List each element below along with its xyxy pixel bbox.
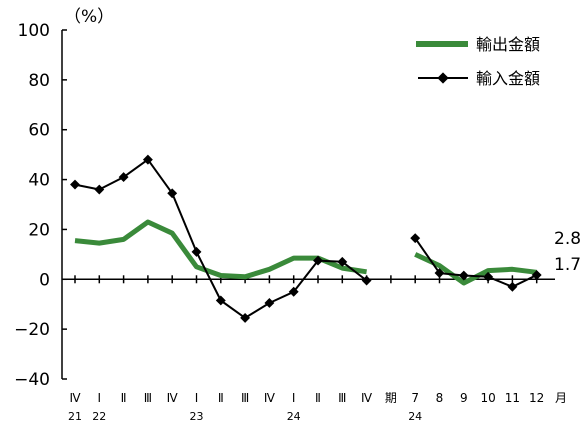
import-point: [215, 295, 226, 306]
x-sub-label: 24: [408, 410, 422, 421]
x-tick-label: 期: [385, 391, 397, 405]
x-sub-label: 23: [190, 410, 204, 421]
export-line: [74, 219, 367, 280]
import-point: [167, 188, 178, 199]
legend: 輸出金額 輸入金額: [416, 35, 540, 88]
import-point: [483, 271, 494, 282]
x-tick-label: Ⅳ: [264, 391, 275, 405]
y-tick-label: 60: [28, 121, 50, 141]
legend-marker-import: [437, 72, 449, 84]
import-point: [118, 172, 129, 183]
import-line: [414, 237, 538, 288]
x-tick-label: Ⅱ: [121, 391, 127, 405]
x-tick-label: 12: [529, 391, 544, 405]
x-tick-label: Ⅲ: [144, 391, 152, 405]
legend-label-import: 輸入金額: [476, 69, 540, 88]
import-point: [264, 298, 275, 308]
x-tick-label: 10: [480, 391, 495, 405]
y-tick-label: 20: [28, 220, 50, 240]
x-tick-label: Ⅳ: [361, 391, 372, 405]
x-tick-label: 11: [505, 391, 520, 405]
x-tick-label: 9: [460, 391, 468, 405]
x-sub-label: 24: [287, 410, 301, 421]
import-point: [507, 281, 518, 292]
import-point: [531, 270, 542, 280]
x-tick-label: Ⅰ: [292, 391, 296, 405]
import-point: [361, 275, 372, 286]
import-point: [191, 246, 202, 257]
y-tick-label: 80: [28, 71, 50, 91]
x-tick-label: Ⅰ: [195, 391, 199, 405]
x-tick-label: Ⅱ: [315, 391, 321, 405]
import-point: [70, 179, 80, 190]
x-tick-label: 月: [555, 391, 567, 405]
import-point: [458, 270, 469, 281]
x-tick-labels: Ⅳ Ⅰ Ⅱ Ⅲ Ⅳ Ⅰ Ⅱ Ⅲ Ⅳ Ⅰ Ⅱ Ⅲ Ⅳ 期 7 8 9 10 11 12 月21 22 23 24 24: [68, 391, 567, 421]
import-point: [288, 286, 299, 297]
end-label-import: 1.7: [554, 255, 581, 275]
import-point: [142, 154, 153, 165]
x-tick-label: Ⅲ: [338, 391, 346, 405]
y-tick-label: 100: [18, 21, 50, 41]
series-group: [70, 154, 542, 323]
x-tick-label: 8: [436, 391, 444, 405]
end-label-export: 2.8: [554, 229, 581, 249]
import-point: [313, 255, 323, 266]
y-tick-label: 0: [39, 270, 50, 290]
x-tick-label: Ⅳ: [167, 391, 178, 405]
x-tick-label: Ⅱ: [218, 391, 224, 405]
unit-label: （%）: [64, 7, 114, 27]
import-point: [434, 268, 445, 279]
x-tick-label: Ⅲ: [241, 391, 249, 405]
x-sub-label: 22: [92, 410, 106, 421]
x-tick-label: Ⅰ: [98, 391, 102, 405]
import-point: [240, 312, 251, 323]
x-sub-label: 21: [68, 410, 82, 421]
y-tick-label: −40: [14, 370, 50, 390]
import-point: [410, 233, 421, 244]
x-tick-label: Ⅳ: [69, 391, 80, 405]
y-tick-label: −20: [14, 320, 50, 340]
y-tick-labels: −40 −20 0 20 40 60 80 100: [14, 21, 50, 390]
x-tick-label: 7: [411, 391, 419, 405]
import-point: [337, 256, 348, 267]
y-tick-label: 40: [28, 171, 50, 191]
import-point: [94, 184, 105, 195]
legend-label-export: 輸出金額: [476, 35, 540, 54]
